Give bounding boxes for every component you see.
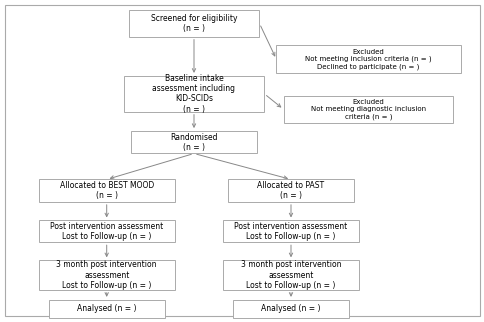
Text: Excluded
Not meeting inclusion criteria (n = )
Declined to participate (n = ): Excluded Not meeting inclusion criteria … [304,49,431,70]
FancyBboxPatch shape [39,260,174,290]
Text: Allocated to BEST MOOD
(n = ): Allocated to BEST MOOD (n = ) [60,181,153,200]
Text: Post intervention assessment
Lost to Follow-up (n = ): Post intervention assessment Lost to Fol… [234,222,347,241]
Text: Baseline intake
assessment including
KID-SCIDs
(n = ): Baseline intake assessment including KID… [152,74,235,114]
FancyBboxPatch shape [123,76,264,112]
FancyBboxPatch shape [128,10,259,37]
Text: 3 month post intervention
assessment
Lost to Follow-up (n = ): 3 month post intervention assessment Los… [56,260,157,290]
FancyBboxPatch shape [48,300,165,318]
FancyBboxPatch shape [39,179,174,202]
FancyBboxPatch shape [131,131,257,154]
FancyBboxPatch shape [39,220,174,242]
Text: Post intervention assessment
Lost to Follow-up (n = ): Post intervention assessment Lost to Fol… [50,222,163,241]
FancyBboxPatch shape [232,300,348,318]
Text: Screened for eligibility
(n = ): Screened for eligibility (n = ) [151,14,237,33]
Text: Analysed (n = ): Analysed (n = ) [261,304,320,313]
FancyBboxPatch shape [276,45,460,73]
FancyBboxPatch shape [223,220,358,242]
Text: 3 month post intervention
assessment
Lost to Follow-up (n = ): 3 month post intervention assessment Los… [240,260,341,290]
Text: Randomised
(n = ): Randomised (n = ) [170,133,217,152]
Text: Analysed (n = ): Analysed (n = ) [77,304,136,313]
Text: Excluded
Not meeting diagnostic inclusion
criteria (n = ): Excluded Not meeting diagnostic inclusio… [310,99,425,120]
Text: Allocated to PAST
(n = ): Allocated to PAST (n = ) [257,181,324,200]
FancyBboxPatch shape [223,260,358,290]
FancyBboxPatch shape [227,179,353,202]
FancyBboxPatch shape [283,96,453,123]
